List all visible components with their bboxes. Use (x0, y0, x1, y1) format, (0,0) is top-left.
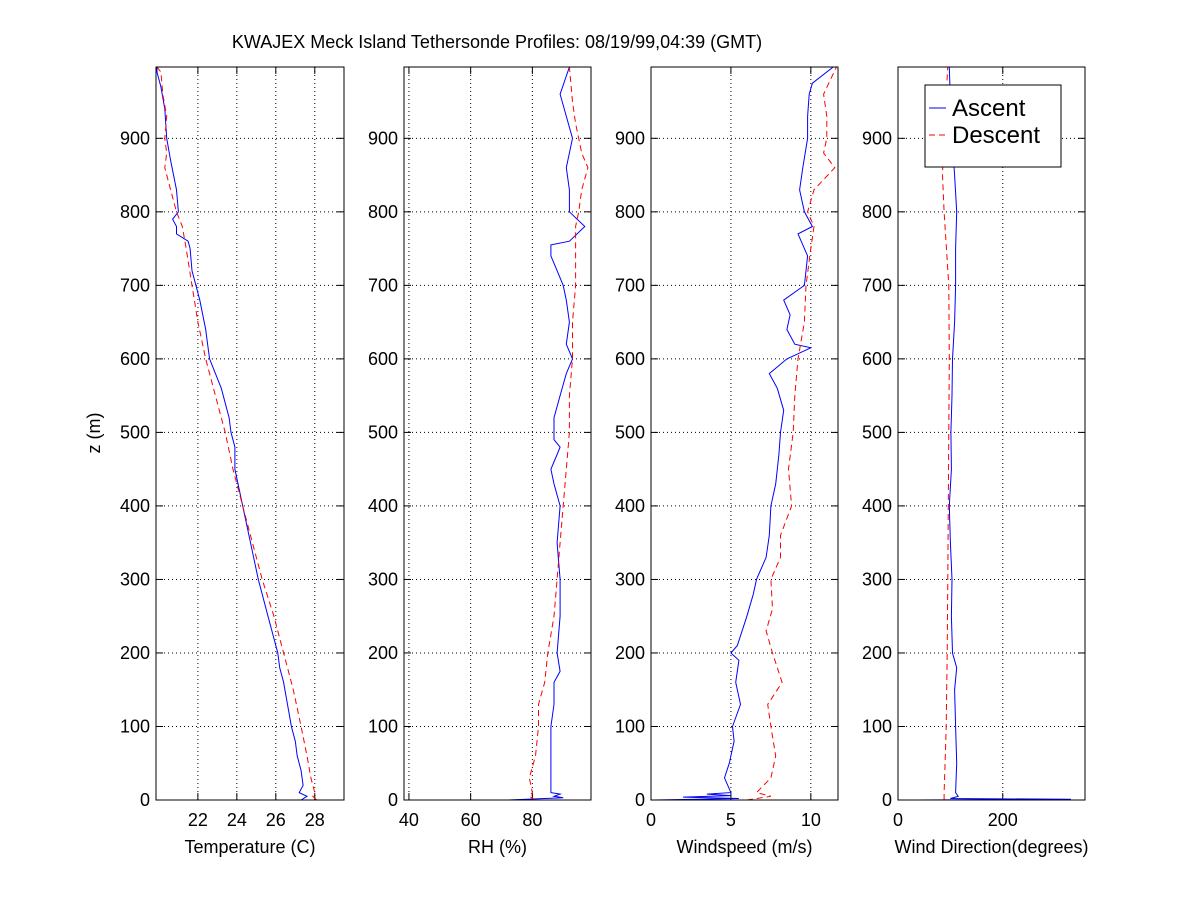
x-axis-label: Windspeed (m/s) (676, 837, 812, 857)
y-tick-label: 900 (615, 128, 645, 148)
x-tick-label: 40 (399, 810, 419, 830)
series-line-ascent (156, 67, 309, 800)
legend-label-descent: Descent (952, 122, 1040, 149)
x-tick-label: 24 (227, 810, 247, 830)
y-tick-label: 0 (882, 790, 892, 810)
legend-box (924, 84, 1062, 168)
y-tick-label: 400 (368, 496, 398, 516)
y-tick-label: 800 (120, 202, 150, 222)
x-tick-label: 80 (522, 810, 542, 830)
y-tick-label: 500 (862, 422, 892, 442)
y-tick-label: 700 (615, 275, 645, 295)
plot-area (156, 67, 344, 800)
series-line-ascent (507, 67, 586, 800)
y-tick-label: 600 (862, 349, 892, 369)
series-line-descent (941, 67, 950, 800)
plot-area (651, 67, 838, 800)
y-tick-label: 100 (862, 716, 892, 736)
y-tick-label: 300 (615, 569, 645, 589)
y-tick-label: 0 (140, 790, 150, 810)
y-tick-label: 900 (120, 128, 150, 148)
y-tick-label: 500 (615, 422, 645, 442)
y-tick-label: 800 (368, 202, 398, 222)
panel-3: 0 100 200 300 400 500 600 700 800 900 0 5 10 Windspee… (615, 66, 839, 857)
y-tick-label: 600 (368, 349, 398, 369)
y-tick-label: 100 (368, 716, 398, 736)
y-tick-label: 700 (120, 275, 150, 295)
x-axis-label: RH (%) (468, 837, 527, 857)
series-line-ascent (654, 67, 834, 800)
x-tick-label: 200 (988, 810, 1018, 830)
chart-title: KWAJEX Meck Island Tethersonde Profiles:… (232, 32, 762, 52)
x-tick-label: 5 (726, 810, 736, 830)
series-line-descent (156, 67, 318, 800)
y-tick-label: 400 (862, 496, 892, 516)
panel-1: 0 100 200 300 400 500 600 700 800 900 22 24 26 28 Temp… (120, 66, 345, 857)
plot-area (898, 67, 1085, 800)
panel-4: 0 100 200 300 400 500 600 700 800 900 0 200 Wind Dir… (862, 66, 1089, 857)
y-tick-label: 300 (862, 569, 892, 589)
y-tick-label: 0 (388, 790, 398, 810)
y-tick-label: 700 (368, 275, 398, 295)
y-tick-label: 0 (635, 790, 645, 810)
x-tick-label: 60 (461, 810, 481, 830)
y-axis-label: z (m) (84, 413, 104, 454)
x-tick-label: 10 (801, 810, 821, 830)
x-tick-label: 22 (188, 810, 208, 830)
axes-frame (650, 66, 839, 801)
y-tick-label: 600 (615, 349, 645, 369)
y-tick-label: 500 (368, 422, 398, 442)
y-tick-label: 200 (368, 643, 398, 663)
y-tick-label: 700 (862, 275, 892, 295)
y-tick-label: 200 (120, 643, 150, 663)
y-tick-label: 300 (368, 569, 398, 589)
y-tick-label: 600 (120, 349, 150, 369)
series-line-ascent (916, 67, 1071, 800)
series-line-descent (746, 67, 837, 800)
x-axis-label: Temperature (C) (184, 837, 315, 857)
y-tick-label: 200 (615, 643, 645, 663)
axes-frame (403, 66, 592, 801)
panel-2: 0 100 200 300 400 500 600 700 800 900 40 60 80 RH (%) (368, 66, 592, 857)
y-tick-label: 800 (615, 202, 645, 222)
y-tick-label: 800 (862, 202, 892, 222)
y-tick-label: 500 (120, 422, 150, 442)
y-tick-label: 100 (120, 716, 150, 736)
y-tick-label: 200 (862, 643, 892, 663)
y-tick-label: 900 (862, 128, 892, 148)
axes-frame (897, 66, 1086, 801)
x-tick-label: 0 (893, 810, 903, 830)
x-tick-label: 28 (305, 810, 325, 830)
x-axis-label: Wind Direction(degrees) (894, 837, 1088, 857)
y-tick-label: 100 (615, 716, 645, 736)
legend-label-ascent: Ascent (952, 95, 1026, 122)
y-tick-label: 400 (120, 496, 150, 516)
plot-area (404, 67, 591, 800)
y-tick-label: 400 (615, 496, 645, 516)
x-tick-label: 26 (266, 810, 286, 830)
y-tick-label: 900 (368, 128, 398, 148)
x-tick-label: 0 (646, 810, 656, 830)
axes-frame (155, 66, 345, 801)
y-tick-label: 300 (120, 569, 150, 589)
series-line-descent (528, 67, 589, 800)
